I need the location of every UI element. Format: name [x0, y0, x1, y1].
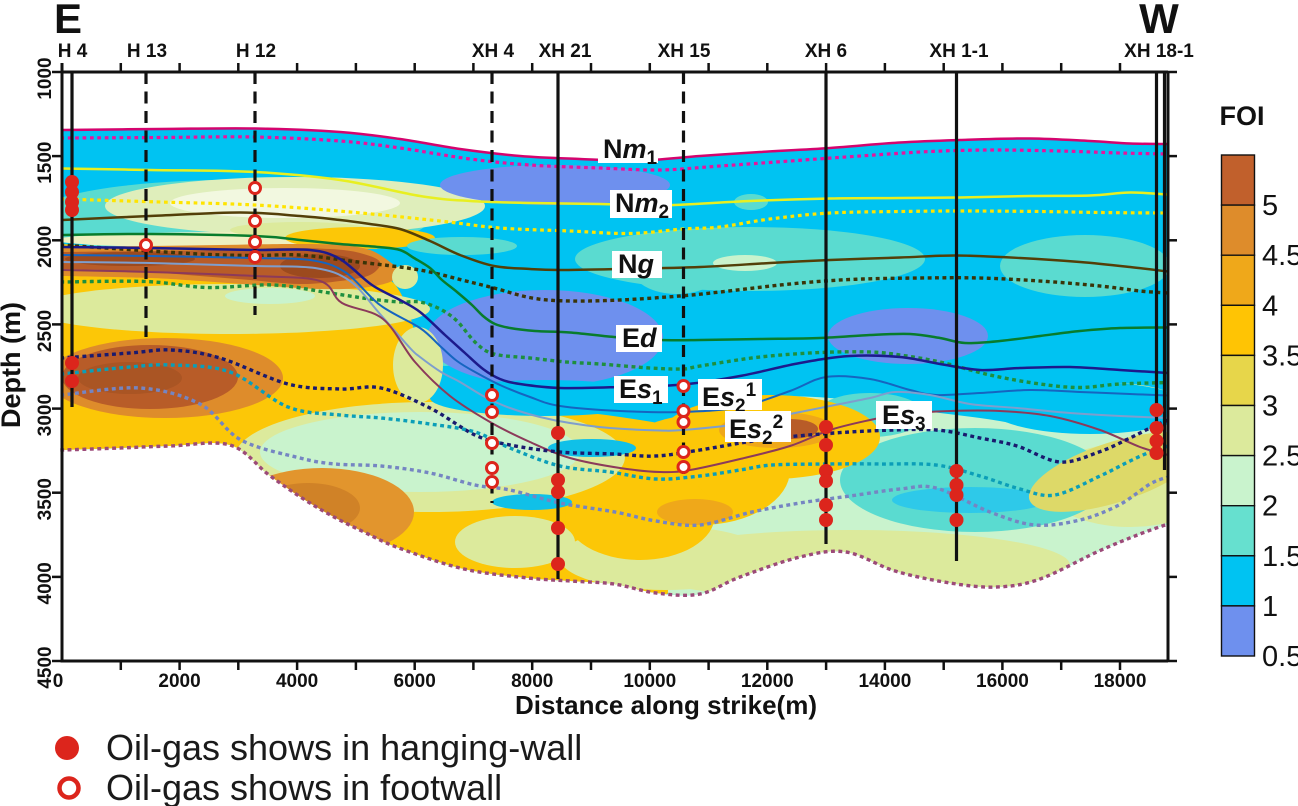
svg-text:XH 4: XH 4 [472, 41, 515, 62]
svg-text:XH 21: XH 21 [539, 41, 592, 62]
svg-text:3500: 3500 [35, 478, 56, 520]
svg-text:10000: 10000 [623, 671, 676, 692]
svg-text:3: 3 [1262, 391, 1278, 423]
svg-text:2: 2 [1262, 491, 1278, 523]
svg-text:6000: 6000 [394, 671, 436, 692]
svg-text:2500: 2500 [35, 310, 56, 352]
svg-text:XH 15: XH 15 [658, 41, 711, 62]
svg-text:4000: 4000 [35, 562, 56, 604]
svg-text:H 4: H 4 [58, 41, 88, 62]
svg-text:1.5: 1.5 [1262, 541, 1298, 573]
svg-text:2000: 2000 [158, 671, 200, 692]
svg-text:3.5: 3.5 [1262, 340, 1298, 372]
svg-text:14000: 14000 [858, 671, 911, 692]
svg-text:2.5: 2.5 [1262, 441, 1298, 473]
svg-text:3000: 3000 [35, 394, 56, 436]
svg-text:0.5: 0.5 [1262, 641, 1298, 673]
svg-text:12000: 12000 [741, 671, 794, 692]
svg-text:H 12: H 12 [236, 41, 276, 62]
svg-text:W: W [1139, 0, 1179, 42]
svg-text:0: 0 [53, 671, 64, 692]
svg-text:4000: 4000 [276, 671, 318, 692]
svg-text:4.5: 4.5 [1262, 240, 1298, 272]
svg-text:Oil-gas shows in hanging-wall: Oil-gas shows in hanging-wall [106, 727, 582, 768]
svg-text:5: 5 [1262, 190, 1278, 222]
svg-text:Oil-gas shows in footwall: Oil-gas shows in footwall [106, 767, 502, 806]
svg-text:Ng: Ng [618, 249, 655, 279]
svg-text:XH 18-1: XH 18-1 [1124, 41, 1194, 62]
svg-text:XH 6: XH 6 [805, 41, 847, 62]
svg-text:1: 1 [1262, 591, 1278, 623]
svg-text:XH 1-1: XH 1-1 [929, 41, 989, 62]
svg-text:FOI: FOI [1220, 101, 1265, 131]
svg-text:Nm2: Nm2 [615, 188, 669, 223]
svg-text:Es1: Es1 [619, 374, 663, 409]
svg-text:16000: 16000 [976, 671, 1029, 692]
svg-text:4: 4 [1262, 290, 1278, 322]
svg-text:18000: 18000 [1094, 671, 1147, 692]
svg-text:4500: 4500 [35, 646, 56, 688]
svg-text:Depth (m): Depth (m) [0, 302, 26, 428]
svg-text:E: E [54, 0, 82, 42]
svg-text:1000: 1000 [35, 57, 56, 99]
svg-text:1500: 1500 [35, 142, 56, 184]
svg-text:H 13: H 13 [127, 41, 167, 62]
svg-text:8000: 8000 [511, 671, 553, 692]
svg-text:Distance along strike(m): Distance along strike(m) [515, 690, 817, 720]
svg-text:Ed: Ed [622, 323, 657, 353]
svg-text:2000: 2000 [35, 226, 56, 268]
